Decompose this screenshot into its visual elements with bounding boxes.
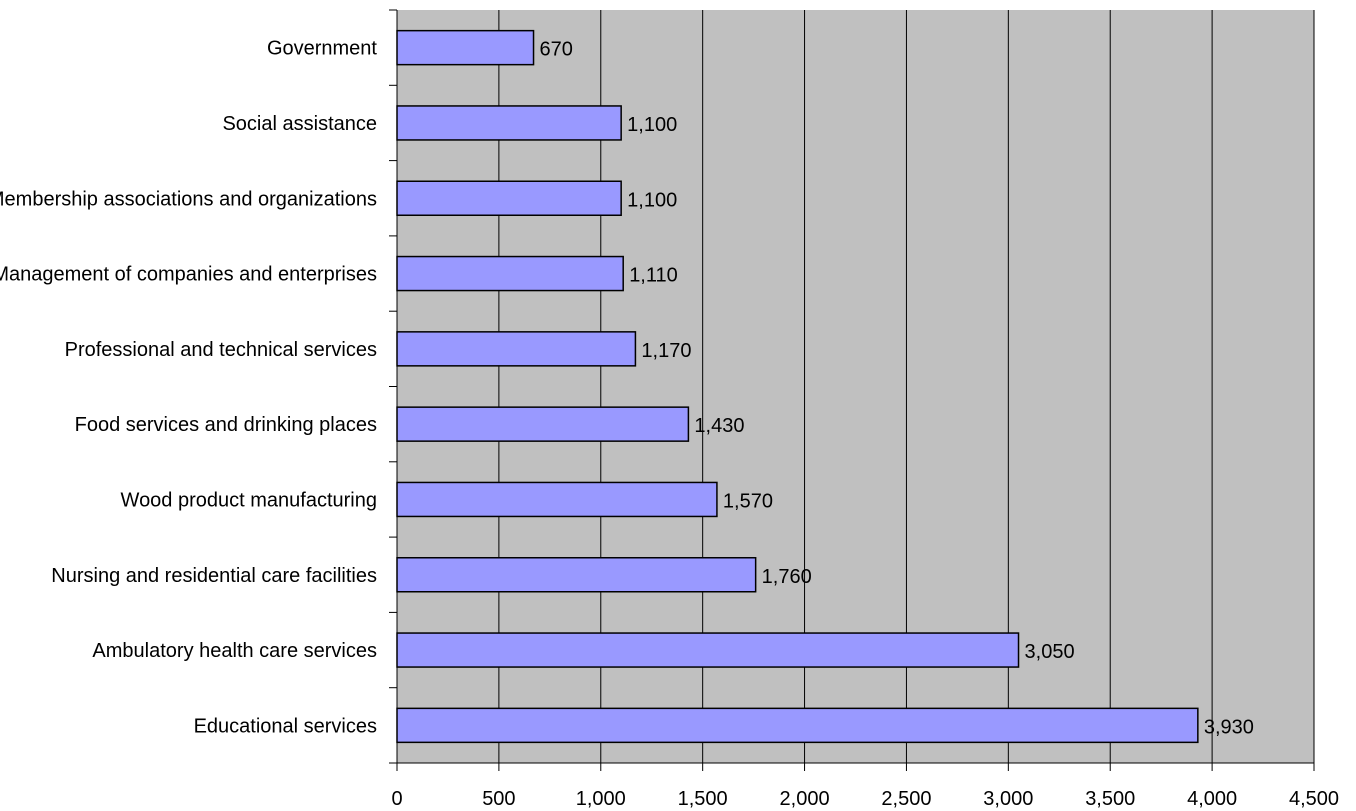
x-tick-label: 3,000 [983, 788, 1033, 810]
category-label: Educational services [194, 715, 377, 737]
bar [396, 331, 637, 367]
bar [396, 29, 535, 66]
x-tick-label: 4,000 [1187, 788, 1237, 810]
bar [396, 255, 624, 292]
category-label: Food services and drinking places [75, 414, 377, 436]
data-labels: 670 1,100 1,100 1,110 1,170 1,430 1,570 1,760 3,… [540, 39, 1254, 739]
data-label: 1,110 [629, 265, 678, 287]
data-label: 1,100 [627, 114, 677, 136]
category-label: Membership associations and organization… [0, 188, 377, 210]
x-tick-label: 3,500 [1085, 788, 1135, 810]
category-label: Management of companies and enterprises [0, 264, 377, 286]
data-label: 1,170 [641, 340, 691, 362]
data-label: 1,100 [627, 189, 677, 211]
data-label: 3,930 [1204, 716, 1254, 738]
x-tick-label: 4,500 [1289, 788, 1339, 810]
category-label: Government [267, 38, 377, 60]
category-label: Social assistance [222, 113, 377, 135]
bars [396, 29, 1199, 744]
data-label: 3,050 [1025, 641, 1075, 663]
bar [396, 180, 622, 216]
bar [396, 557, 757, 593]
category-labels: Government Social assistance Membership as… [0, 38, 377, 738]
x-tick-label: 1,000 [576, 788, 626, 810]
x-tick-label: 0 [391, 788, 402, 810]
bar [396, 481, 718, 518]
x-tick-label: 500 [482, 788, 515, 810]
tick-labels: 0 500 1,000 1,500 2,000 2,500 3,000 3,500 4,000 4… [391, 788, 1339, 810]
category-label: Wood product manufacturing [121, 489, 377, 511]
data-label: 1,430 [694, 415, 744, 437]
bar [396, 707, 1199, 744]
x-tick-label: 2,000 [780, 788, 830, 810]
data-label: 670 [540, 39, 573, 61]
data-label: 1,570 [723, 490, 773, 512]
bar [396, 105, 622, 141]
data-label: 1,760 [762, 566, 812, 588]
category-label: Nursing and residential care facilities [51, 565, 377, 587]
x-tick-label: 2,500 [881, 788, 931, 810]
bar [396, 632, 1020, 668]
category-label: Ambulatory health care services [92, 640, 377, 662]
category-label: Professional and technical services [65, 339, 377, 361]
bar [396, 406, 690, 442]
axes [389, 9, 1315, 771]
x-tick-label: 1,500 [678, 788, 728, 810]
